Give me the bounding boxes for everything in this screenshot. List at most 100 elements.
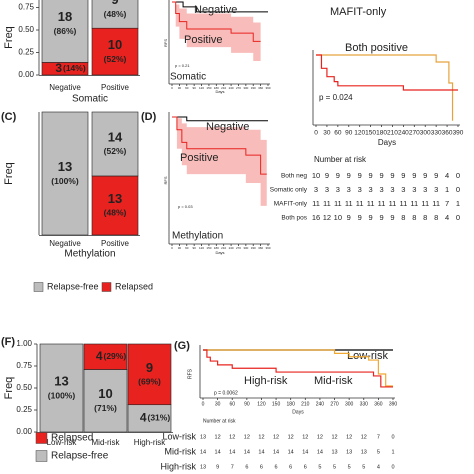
y-tick-label: 0.75 xyxy=(18,3,34,12)
risk-count: 3 xyxy=(423,185,427,194)
x-tick-label: 150 xyxy=(365,130,376,137)
risk-count: 0 xyxy=(391,464,394,470)
value-label: (48%) xyxy=(104,208,127,218)
panel-label: (C) xyxy=(1,111,17,123)
risk-count: 8 xyxy=(401,213,405,222)
risk-count: 4 xyxy=(377,464,380,470)
risk-count: 3 xyxy=(358,185,362,194)
p-value: p = 0.024 xyxy=(319,93,353,102)
survival-curve xyxy=(203,349,393,388)
y-tick-label: 0.75 xyxy=(16,361,32,370)
risk-count: 12 xyxy=(331,434,337,440)
count-label: 9 xyxy=(111,0,118,7)
facet-label: Somatic xyxy=(170,72,206,83)
y-tick-label: 0.50 xyxy=(16,383,32,392)
risk-count: 11 xyxy=(389,199,397,208)
risk-count: 13 xyxy=(200,434,206,440)
bar-segment xyxy=(83,369,128,433)
count-label: 10 xyxy=(108,37,122,52)
x-tick-label: 330 xyxy=(431,130,442,137)
x-tick-label: 60 xyxy=(185,246,189,250)
bar-segment xyxy=(83,343,128,370)
legend-label: Relapse-free xyxy=(47,281,99,291)
count-label: 13 xyxy=(54,373,68,388)
x-tick-label: 240 xyxy=(229,86,234,90)
x-tick-label: 60 xyxy=(334,130,342,137)
legend-label: Relapsed xyxy=(115,281,153,291)
x-tick-label: 150 xyxy=(272,401,281,407)
x-tick-label: 0 xyxy=(314,130,318,137)
legend-label: Relapsed xyxy=(51,433,93,444)
risk-count: 6 xyxy=(289,464,292,470)
risk-count: 16 xyxy=(312,213,320,222)
x-tick-label: Positive xyxy=(101,239,130,248)
risk-count: 9 xyxy=(379,171,383,180)
risk-count: 9 xyxy=(434,171,438,180)
x-tick-label: 300 xyxy=(420,130,431,137)
x-tick-label: 30 xyxy=(215,401,221,407)
x-tick-label: 360 xyxy=(258,246,263,250)
survival-curve xyxy=(172,116,268,122)
risk-count: 3 xyxy=(401,185,405,194)
risk-count: 12 xyxy=(229,434,235,440)
count-label: 14 xyxy=(108,129,123,144)
y-tick-label: 0.25 xyxy=(18,48,34,57)
legend-swatch xyxy=(35,432,48,444)
x-tick-label: 210 xyxy=(387,130,398,137)
risk-count: 5 xyxy=(333,464,336,470)
legend-swatch xyxy=(35,450,48,462)
value-label: (52%) xyxy=(104,146,127,156)
bar-segment xyxy=(127,343,172,406)
x-tick-label: Positive xyxy=(101,83,130,92)
x-tick-label: 240 xyxy=(229,246,234,250)
y-tick-label: 0.50 xyxy=(18,25,34,34)
y-axis-label: Freq xyxy=(3,377,15,400)
confidence-band xyxy=(172,117,267,206)
x-tick-label: 90 xyxy=(244,401,250,407)
risk-row-label: Both pos xyxy=(281,215,307,222)
value-label: (71%) xyxy=(94,403,117,413)
bar-segment xyxy=(91,27,139,76)
risk-row-label: High-risk xyxy=(160,461,196,471)
x-tick-label: 90 xyxy=(345,130,353,137)
risk-count: 9 xyxy=(390,171,394,180)
x-axis-label: Somatic xyxy=(72,94,108,105)
risk-count: 11 xyxy=(410,199,418,208)
x-tick-label: 240 xyxy=(398,130,409,137)
risk-count: 11 xyxy=(367,199,375,208)
y-axis-label: Freq xyxy=(3,162,15,185)
survival-curve xyxy=(316,54,458,91)
y-axis-label: RFS xyxy=(163,176,168,184)
x-tick-label: 360 xyxy=(258,86,263,90)
risk-count: 9 xyxy=(347,213,351,222)
risk-count: 12 xyxy=(244,434,250,440)
legend-swatch xyxy=(101,282,112,292)
x-tick-label: 150 xyxy=(206,246,211,250)
x-axis-label: Days xyxy=(378,138,396,147)
curve-label: Positive xyxy=(184,34,223,46)
risk-count: 14 xyxy=(215,449,221,455)
risk-count: 9 xyxy=(325,171,329,180)
y-tick-label: 0.00 xyxy=(18,70,34,79)
y-tick-label: 0.00 xyxy=(16,427,32,436)
curve-label: Both positive xyxy=(345,42,408,54)
risk-count: 0 xyxy=(391,434,394,440)
y-axis-label: Freq xyxy=(3,26,15,49)
x-tick-label: 0 xyxy=(171,86,173,90)
risk-count: 14 xyxy=(229,449,235,455)
x-tick-label: 300 xyxy=(243,86,248,90)
y-axis-label: RFS xyxy=(163,39,168,47)
x-tick-label: 330 xyxy=(360,401,369,407)
x-tick-label: Negative xyxy=(49,83,81,92)
risk-count: 11 xyxy=(345,199,353,208)
risk-count: 14 xyxy=(258,449,264,455)
x-tick-label: 390 xyxy=(265,246,270,250)
x-tick-label: Low-risk xyxy=(47,438,78,447)
risk-count: 8 xyxy=(412,213,416,222)
risk-table-title: Number at risk xyxy=(203,418,236,424)
risk-count: 11 xyxy=(323,199,331,208)
y-tick-label: 1.00 xyxy=(16,339,32,348)
x-axis-label: Days xyxy=(215,250,224,255)
x-tick-label: 180 xyxy=(287,401,296,407)
